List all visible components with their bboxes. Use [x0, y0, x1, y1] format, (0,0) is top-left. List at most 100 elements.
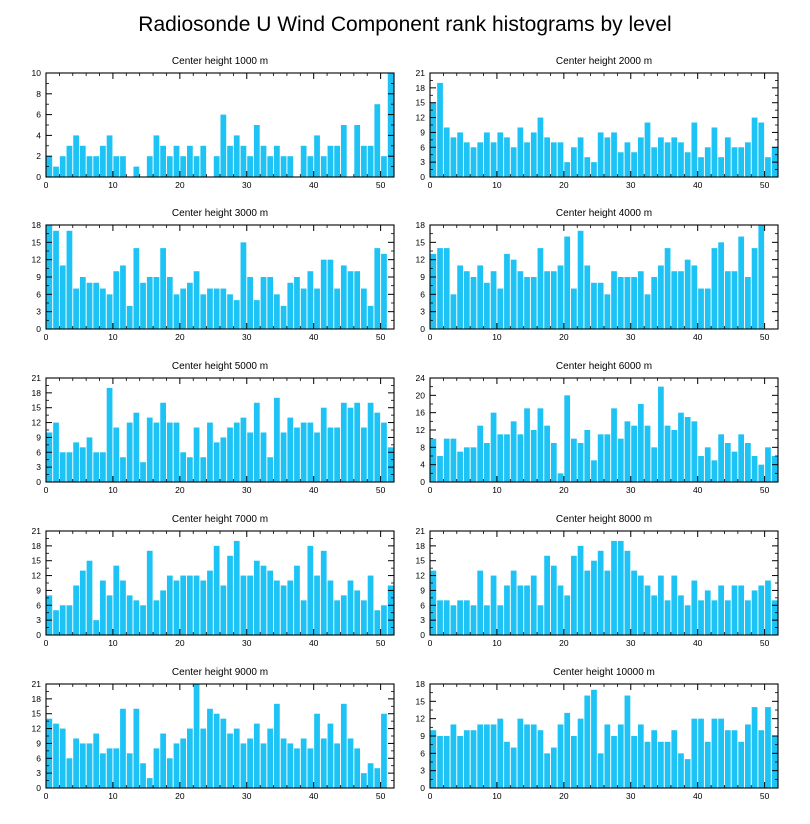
bar: [180, 738, 187, 788]
bar: [704, 741, 711, 788]
histogram-panel: Center height 9000 m 0 10 20 30 40 50 0 3 6 9 12 15 1…: [32, 667, 395, 801]
bar: [166, 758, 173, 788]
bar: [367, 402, 374, 482]
bar: [584, 695, 591, 788]
y-tick-label: 15: [32, 556, 42, 566]
bar: [334, 600, 340, 635]
x-tick-label: 40: [693, 791, 703, 801]
bar: [624, 142, 631, 177]
bar: [73, 585, 79, 635]
bar: [340, 265, 347, 329]
bar: [354, 402, 361, 482]
bar: [86, 560, 93, 635]
bar: [166, 277, 173, 329]
bar: [484, 605, 490, 635]
y-tick-label: 6: [420, 142, 425, 152]
bar: [46, 595, 53, 635]
bar: [484, 724, 490, 788]
x-tick-label: 20: [559, 485, 569, 495]
bar: [751, 456, 758, 482]
bar: [340, 402, 347, 482]
bar: [93, 282, 100, 329]
bar: [651, 730, 658, 788]
bar: [354, 748, 361, 788]
bar: [443, 600, 450, 635]
bar: [133, 600, 140, 635]
bar: [544, 425, 550, 482]
bar: [604, 434, 611, 482]
y-tick-label: 12: [32, 571, 42, 581]
bar: [430, 253, 437, 329]
bar: [470, 730, 477, 788]
y-tick-label: 9: [420, 127, 425, 137]
histogram-panel: Center height 1000 m 0 10 20 30 40 50 0 2 4 6 8 10: [32, 56, 395, 190]
bar: [571, 438, 577, 482]
y-tick-label: 15: [416, 98, 426, 108]
bar: [584, 157, 591, 177]
bar: [704, 590, 711, 635]
bar: [637, 404, 644, 482]
y-tick-label: 18: [416, 679, 426, 689]
x-tick-label: 0: [44, 485, 49, 495]
bar: [550, 142, 557, 177]
bar: [314, 432, 320, 482]
bar: [220, 114, 227, 177]
bar: [557, 265, 564, 329]
bar: [704, 447, 711, 482]
histogram-panel: Center height 6000 m 0 10 20 30 40 50 0 4 8 12 16 20…: [416, 361, 779, 495]
bar: [173, 422, 180, 482]
bar: [207, 570, 213, 635]
bar: [731, 730, 738, 788]
y-tick-label: 9: [420, 272, 425, 282]
bar: [691, 421, 698, 482]
bar: [537, 248, 544, 329]
bar: [591, 162, 597, 177]
y-tick-label: 0: [36, 477, 41, 487]
y-tick-label: 18: [32, 694, 42, 704]
bar: [718, 585, 724, 635]
bar: [307, 748, 314, 788]
bar: [550, 271, 557, 329]
bar: [698, 288, 704, 329]
bar: [314, 713, 320, 788]
bar: [146, 156, 153, 177]
bar: [300, 288, 307, 329]
x-tick-label: 0: [428, 180, 433, 190]
bar: [140, 763, 146, 788]
bar: [564, 236, 571, 329]
bar: [253, 560, 260, 635]
bar: [637, 724, 644, 788]
bar: [247, 432, 253, 482]
bar: [443, 736, 450, 788]
bar: [437, 248, 443, 329]
histogram-panel: Center height 2000 m 0 10 20 30 40 50 0 3 6 9 12 15 1…: [416, 56, 779, 190]
bar: [678, 142, 684, 177]
y-tick-label: 12: [32, 724, 42, 734]
histogram-panel: Center height 7000 m 0 10 20 30 40 50 0 3 6 9 12 15 1…: [32, 514, 395, 648]
bar: [430, 730, 437, 788]
bar: [658, 386, 664, 482]
bar: [443, 248, 450, 329]
y-tick-label: 9: [420, 585, 425, 595]
bar: [624, 550, 631, 635]
panel-title: Center height 6000 m: [556, 361, 652, 372]
bar: [530, 277, 537, 329]
bar: [274, 397, 280, 482]
bar: [113, 748, 120, 788]
x-tick-label: 0: [44, 180, 49, 190]
bar: [173, 294, 180, 329]
x-tick-label: 10: [492, 791, 502, 801]
bar: [361, 773, 367, 788]
x-tick-label: 40: [693, 332, 703, 342]
bar: [387, 585, 394, 635]
bar: [510, 421, 517, 482]
bar: [724, 137, 731, 177]
bar: [280, 156, 287, 177]
y-tick-label: 9: [36, 432, 41, 442]
bar: [193, 575, 200, 635]
panel-title: Center height 4000 m: [556, 208, 652, 219]
bar: [213, 713, 220, 788]
bar: [46, 156, 53, 177]
bar: [93, 620, 100, 635]
